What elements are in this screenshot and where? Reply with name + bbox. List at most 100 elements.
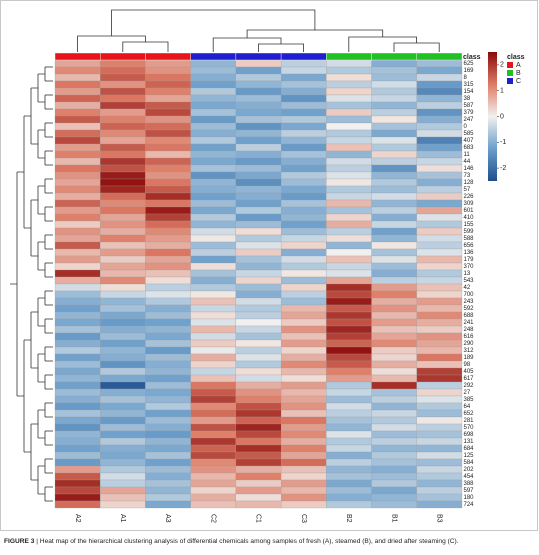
row-label: 688	[464, 313, 475, 319]
row-label: 407	[464, 138, 475, 144]
heatmap-cell	[416, 59, 463, 68]
heatmap-cell	[280, 143, 327, 152]
heatmap-cell	[416, 178, 463, 187]
heatmap-cell	[145, 381, 191, 390]
heatmap-cell	[54, 472, 101, 481]
heatmap-cell	[100, 143, 146, 152]
heatmap-cell	[190, 423, 237, 432]
row-label: 543	[464, 278, 475, 284]
row-label: 592	[464, 306, 475, 312]
dendrogram-path	[38, 179, 46, 193]
heatmap-cell	[280, 122, 327, 131]
heatmap-cell	[371, 325, 417, 334]
heatmap-cell	[235, 451, 282, 460]
heatmap-cell	[326, 325, 372, 334]
heatmap-cell	[100, 255, 146, 264]
heatmap-cell	[54, 150, 101, 159]
heatmap-cell	[190, 87, 237, 96]
row-label: 98	[464, 362, 471, 368]
heatmap-cell	[100, 416, 146, 425]
heatmap-cell	[190, 276, 237, 285]
heatmap-cell	[235, 472, 282, 481]
heatmap-cell	[100, 458, 146, 467]
heatmap-cell	[371, 444, 417, 453]
heatmap-cell	[280, 220, 327, 229]
heatmap-cell	[371, 164, 417, 173]
caption: FIGURE 3 | Heat map of the hierarchical …	[4, 538, 459, 545]
heatmap-cell	[190, 283, 237, 292]
heatmap-cell	[54, 220, 101, 229]
heatmap-cell	[371, 409, 417, 418]
heatmap-cell	[100, 388, 146, 397]
heatmap-cell	[326, 395, 372, 404]
heatmap-cell	[371, 157, 417, 166]
heatmap-cell	[416, 108, 463, 117]
row-label: 169	[464, 68, 475, 74]
row-label: 44	[464, 159, 471, 165]
heatmap-cell	[100, 360, 146, 369]
heatmap-cell	[100, 185, 146, 194]
heatmap-cell	[235, 304, 282, 313]
row-label: 226	[464, 194, 475, 200]
heatmap-cell	[416, 311, 463, 320]
colorbar-tick-label: 2	[500, 62, 504, 69]
heatmap-cell	[190, 262, 237, 271]
legend-label: C	[516, 78, 521, 85]
heatmap-cell	[235, 108, 282, 117]
heatmap-cell	[371, 451, 417, 460]
heatmap-cell	[54, 479, 101, 488]
heatmap-cell	[280, 458, 327, 467]
heatmap-cell	[416, 388, 463, 397]
heatmap-cell	[190, 171, 237, 180]
heatmap-cell	[54, 164, 101, 173]
heatmap-cell	[100, 332, 146, 341]
row-label: 385	[464, 397, 475, 403]
heatmap-cell	[371, 318, 417, 327]
heatmap-cell	[371, 199, 417, 208]
heatmap-cell	[280, 234, 327, 243]
heatmap-cell	[145, 451, 191, 460]
heatmap-cell	[280, 262, 327, 271]
heatmap-cell	[190, 192, 237, 201]
heatmap-cell	[145, 234, 191, 243]
heatmap-cell	[100, 290, 146, 299]
heatmap-cell	[326, 136, 372, 145]
heatmap-cell	[145, 94, 191, 103]
heatmap-cell	[416, 479, 463, 488]
heatmap-cell	[100, 171, 146, 180]
heatmap-cell	[280, 444, 327, 453]
heatmap-cell	[280, 199, 327, 208]
heatmap-cell	[100, 479, 146, 488]
row-label: 243	[464, 299, 475, 305]
heatmap-cell	[416, 339, 463, 348]
heatmap-cell	[100, 136, 146, 145]
heatmap-cell	[145, 332, 191, 341]
heatmap-cell	[145, 297, 191, 306]
heatmap-cell	[235, 269, 282, 278]
heatmap-cell	[100, 430, 146, 439]
dendrogram-path	[38, 347, 46, 361]
heatmap-cell	[190, 164, 237, 173]
heatmap-cell	[371, 115, 417, 124]
heatmap-cell	[280, 500, 327, 509]
heatmap-cell	[190, 318, 237, 327]
heatmap-cell	[326, 269, 372, 278]
heatmap-cell	[54, 297, 101, 306]
heatmap-cell	[145, 171, 191, 180]
row-label: 11	[464, 152, 471, 158]
heatmap-cell	[145, 213, 191, 222]
heatmap-cell	[280, 136, 327, 145]
heatmap-cell	[100, 339, 146, 348]
row-label: 125	[464, 453, 475, 459]
heatmap-cell	[54, 304, 101, 313]
heatmap-cell	[326, 388, 372, 397]
heatmap-cell	[145, 192, 191, 201]
row-label: 309	[464, 201, 475, 207]
heatmap-cell	[280, 486, 327, 495]
heatmap-cell	[326, 374, 372, 383]
heatmap-cell	[190, 465, 237, 474]
heatmap-cell	[326, 402, 372, 411]
heatmap-cell	[190, 339, 237, 348]
heatmap-cell	[190, 479, 237, 488]
heatmap-cell	[326, 122, 372, 131]
